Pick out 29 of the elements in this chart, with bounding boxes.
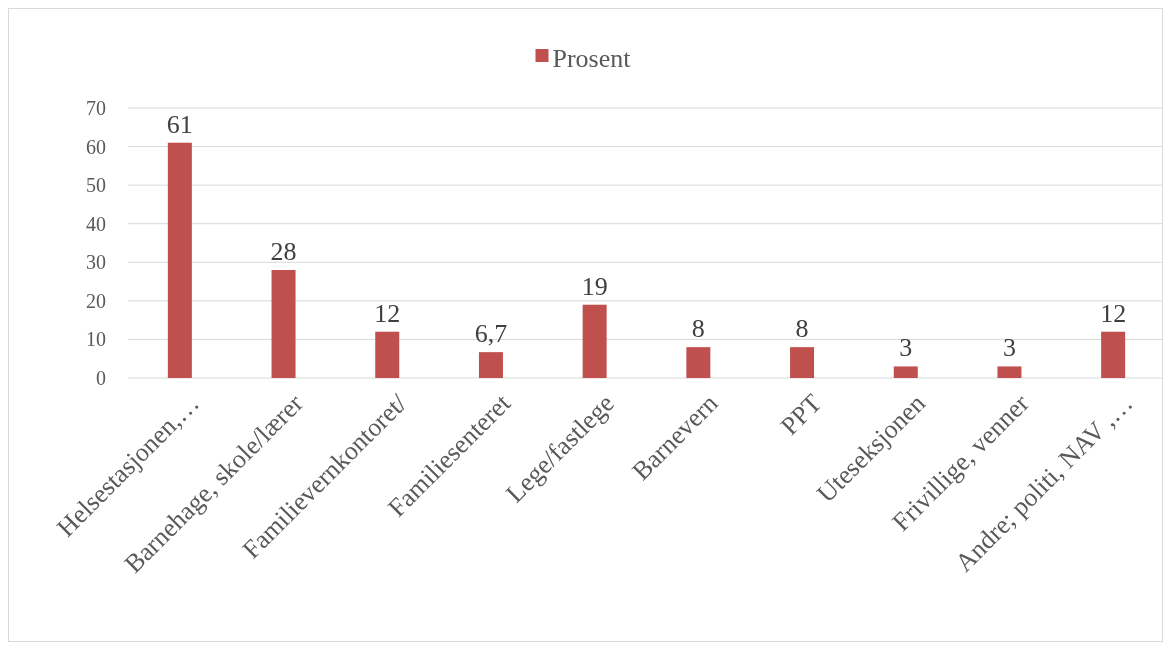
- bar: [478, 352, 503, 378]
- legend-label: Prosent: [552, 44, 632, 74]
- data-label: 3: [1002, 333, 1016, 363]
- data-label: 6,7: [474, 319, 508, 349]
- bar: [167, 142, 192, 378]
- y-tick-label: 50: [86, 174, 106, 197]
- y-tick-label: 20: [86, 289, 106, 312]
- y-tick-label: 70: [86, 97, 106, 119]
- y-tick-label: 10: [86, 328, 106, 351]
- data-label: 3: [899, 333, 913, 363]
- bar: [893, 366, 918, 378]
- data-label: 28: [270, 237, 297, 266]
- bar: [582, 304, 607, 378]
- y-tick-label: 30: [86, 251, 106, 274]
- bar: [375, 331, 400, 378]
- data-label: 19: [581, 271, 608, 301]
- data-label: 8: [795, 314, 809, 344]
- bar: [997, 366, 1022, 378]
- bar: [790, 347, 815, 378]
- bar: [1101, 331, 1126, 378]
- bar: [271, 270, 296, 378]
- bar: [686, 347, 711, 378]
- y-tick-label: 0: [96, 367, 106, 389]
- data-label: 12: [374, 298, 401, 328]
- data-label: 8: [691, 314, 705, 344]
- y-tick-label: 60: [86, 135, 106, 158]
- data-label: 61: [166, 109, 193, 139]
- data-label: 12: [1100, 298, 1127, 328]
- y-tick-label: 40: [86, 212, 106, 235]
